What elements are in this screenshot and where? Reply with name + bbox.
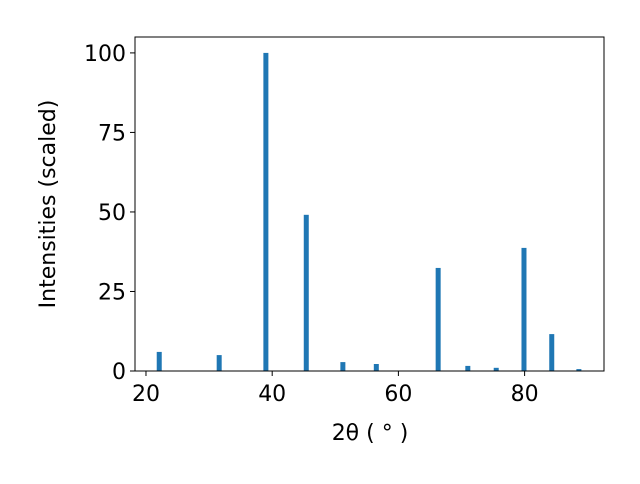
- bar: [303, 214, 309, 371]
- y-tick-label: 75: [98, 121, 126, 146]
- bar: [435, 267, 441, 371]
- bar: [373, 364, 379, 371]
- bar: [263, 52, 269, 372]
- y-axis-label: Intensities (scaled): [36, 100, 61, 309]
- bar: [465, 365, 471, 371]
- bar: [156, 351, 162, 371]
- y-tick-label: 50: [98, 201, 126, 226]
- y-tick-label: 100: [84, 42, 126, 67]
- bar: [493, 367, 499, 371]
- bar: [216, 355, 222, 371]
- x-axis-label: 2θ ( ° ): [332, 421, 409, 446]
- bar: [576, 369, 582, 371]
- y-tick-label: 25: [98, 280, 126, 305]
- bar: [340, 362, 346, 371]
- x-tick-label: 20: [132, 382, 160, 407]
- x-tick-label: 60: [384, 382, 412, 407]
- bar: [549, 334, 555, 371]
- plot-frame: [134, 36, 605, 372]
- x-tick-label: 40: [258, 382, 286, 407]
- y-tick-label: 0: [112, 360, 126, 385]
- bar: [521, 247, 527, 371]
- x-tick-label: 80: [511, 382, 539, 407]
